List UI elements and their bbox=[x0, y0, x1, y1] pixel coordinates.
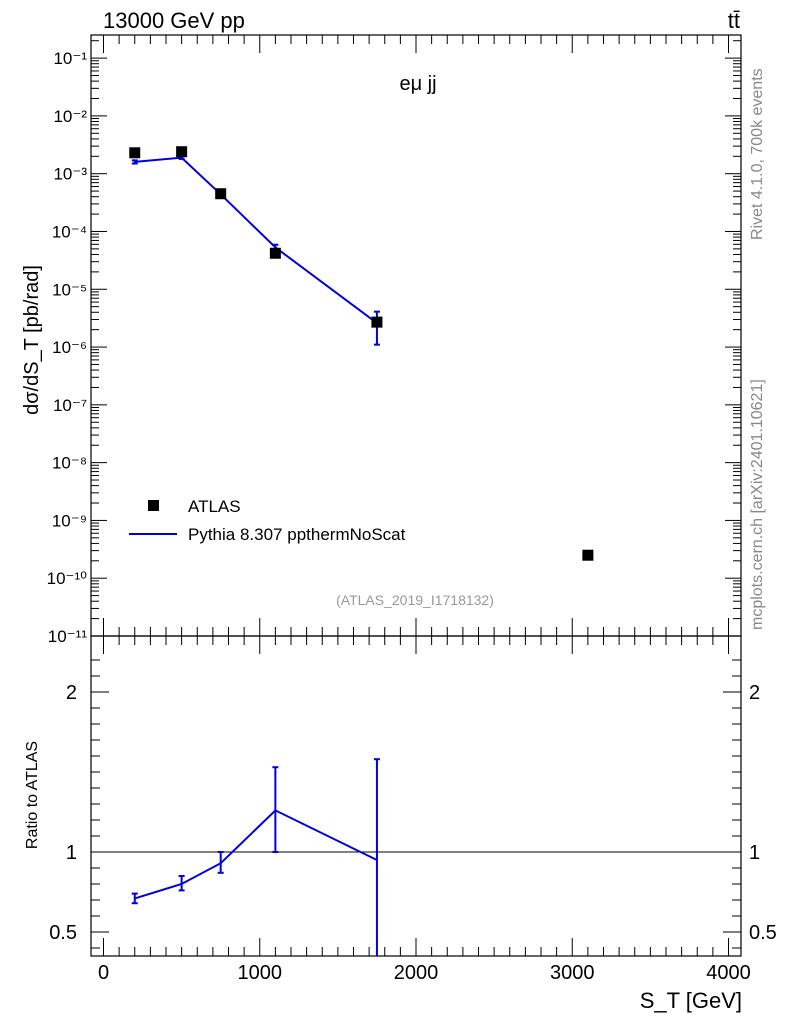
atlas-data-point bbox=[176, 146, 188, 158]
main-ytick-label: 10⁻⁵ bbox=[52, 280, 87, 299]
main-data-marks bbox=[129, 146, 594, 561]
legend-atlas-marker bbox=[148, 500, 159, 511]
main-ytick-label: 10⁻⁸ bbox=[52, 454, 87, 473]
analysis-id: (ATLAS_2019_I1718132) bbox=[336, 592, 494, 608]
ratio-ytick-label: 1 bbox=[66, 842, 77, 864]
ratio-xtick-label: 4000 bbox=[706, 962, 751, 984]
main-panel-frame bbox=[90, 34, 742, 637]
ratio-panel-frame bbox=[90, 635, 742, 957]
ratio-axis-ticks: 0 1000 2000 3000 4000 0.5 0.5 1 1 2 2 bbox=[49, 636, 777, 984]
main-ytick-label: 10⁻¹¹ bbox=[48, 627, 88, 646]
main-ytick-label: 10⁻¹⁰ bbox=[47, 569, 88, 588]
ratio-ytick-label-right: 1 bbox=[749, 842, 760, 864]
ratio-ytick-label-right: 2 bbox=[749, 682, 760, 704]
ratio-xlabel: S_T [GeV] bbox=[640, 988, 742, 1013]
atlas-data-point bbox=[371, 316, 383, 328]
ratio-ylabel: Ratio to ATLAS bbox=[24, 741, 41, 849]
main-axis-ticks: 10⁻¹¹ 10⁻¹⁰ 10⁻⁹ 10⁻⁸ 10⁻⁷ 10⁻⁶ 10⁻⁵ 10⁻⁴ 10⁻³ 10… bbox=[47, 35, 741, 646]
ratio-data-marks bbox=[131, 758, 380, 956]
ratio-xtick-label: 2000 bbox=[394, 962, 439, 984]
ratio-ytick-label: 0.5 bbox=[49, 922, 77, 944]
main-ytick-label: 10⁻⁹ bbox=[52, 511, 87, 530]
ratio-ytick-label: 2 bbox=[66, 682, 77, 704]
main-ytick-label: 10⁻³ bbox=[53, 165, 87, 184]
main-ytick-label: 10⁻¹ bbox=[53, 49, 87, 68]
ratio-xtick-label: 0 bbox=[98, 962, 109, 984]
main-ytick-label: 10⁻⁴ bbox=[52, 222, 87, 241]
process-label: tt̄ bbox=[728, 8, 740, 33]
ratio-ytick-label-right: 0.5 bbox=[749, 922, 777, 944]
source-label: mcplots.cern.ch [arXiv:2401.10621] bbox=[749, 379, 766, 630]
legend-atlas-label: ATLAS bbox=[188, 497, 241, 516]
main-ytick-label: 10⁻² bbox=[53, 107, 87, 126]
atlas-data-point bbox=[129, 147, 141, 159]
legend: ATLAS Pythia 8.307 ppthermNoScat bbox=[129, 497, 406, 544]
channel-annotation: eμ jj bbox=[399, 73, 436, 95]
legend-pythia-label: Pythia 8.307 ppthermNoScat bbox=[188, 525, 406, 544]
energy-label: 13000 GeV pp bbox=[103, 8, 245, 33]
pythia-line bbox=[134, 156, 378, 324]
atlas-data-point bbox=[215, 188, 227, 200]
rivet-label: Rivet 4.1.0, 700k events bbox=[749, 68, 766, 240]
ratio-xtick-label: 1000 bbox=[238, 962, 283, 984]
atlas-data-point bbox=[269, 247, 281, 259]
ratio-xtick-label: 3000 bbox=[550, 962, 595, 984]
ratio-line bbox=[134, 809, 378, 900]
main-ylabel: dσ/dS_T [pb/rad] bbox=[21, 265, 43, 415]
main-ytick-label: 10⁻⁷ bbox=[53, 396, 87, 415]
main-ytick-label: 10⁻⁶ bbox=[52, 338, 87, 357]
atlas-data-point bbox=[582, 549, 594, 561]
